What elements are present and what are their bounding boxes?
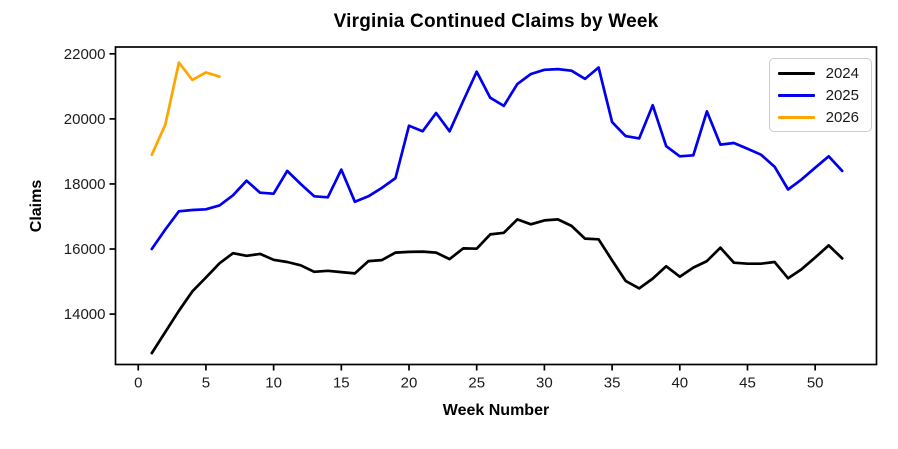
legend-entry-2025: 2025 bbox=[778, 84, 859, 106]
x-tick-label: 30 bbox=[536, 375, 553, 392]
legend: 2024 2025 2026 bbox=[769, 58, 872, 132]
series-line-2025 bbox=[150, 66, 844, 251]
x-tick-label: 45 bbox=[739, 375, 756, 392]
y-tick-label: 22000 bbox=[64, 46, 106, 63]
legend-line-sample-2026 bbox=[778, 115, 815, 119]
x-tick-label: 25 bbox=[468, 375, 485, 392]
series-line-2026 bbox=[150, 61, 221, 157]
x-tick-label: 20 bbox=[401, 375, 418, 392]
series-line-2024 bbox=[150, 218, 844, 355]
y-tick-label: 14000 bbox=[64, 306, 106, 323]
x-tick-label: 40 bbox=[671, 375, 688, 392]
y-tick-label: 20000 bbox=[64, 111, 106, 128]
legend-entry-2026: 2026 bbox=[778, 106, 859, 128]
y-tick-label: 18000 bbox=[64, 176, 106, 193]
x-tick-label: 50 bbox=[807, 375, 824, 392]
legend-label: 2024 bbox=[825, 64, 859, 82]
x-axis-label: Week Number bbox=[442, 402, 550, 419]
x-tick-label: 5 bbox=[202, 375, 210, 392]
x-tick-label: 0 bbox=[134, 375, 142, 392]
plot-frame bbox=[114, 46, 878, 366]
legend-line-sample-2025 bbox=[778, 93, 815, 97]
chart-title: Virginia Continued Claims by Week bbox=[333, 11, 659, 32]
x-tick-label: 15 bbox=[333, 375, 350, 392]
x-tick-label: 35 bbox=[604, 375, 621, 392]
legend-entry-2024: 2024 bbox=[778, 62, 859, 84]
legend-label: 2026 bbox=[825, 108, 859, 126]
legend-line-sample-2024 bbox=[778, 71, 815, 75]
x-tick-label: 10 bbox=[265, 375, 282, 392]
legend-label: 2025 bbox=[825, 86, 859, 104]
y-tick-label: 16000 bbox=[64, 241, 106, 258]
